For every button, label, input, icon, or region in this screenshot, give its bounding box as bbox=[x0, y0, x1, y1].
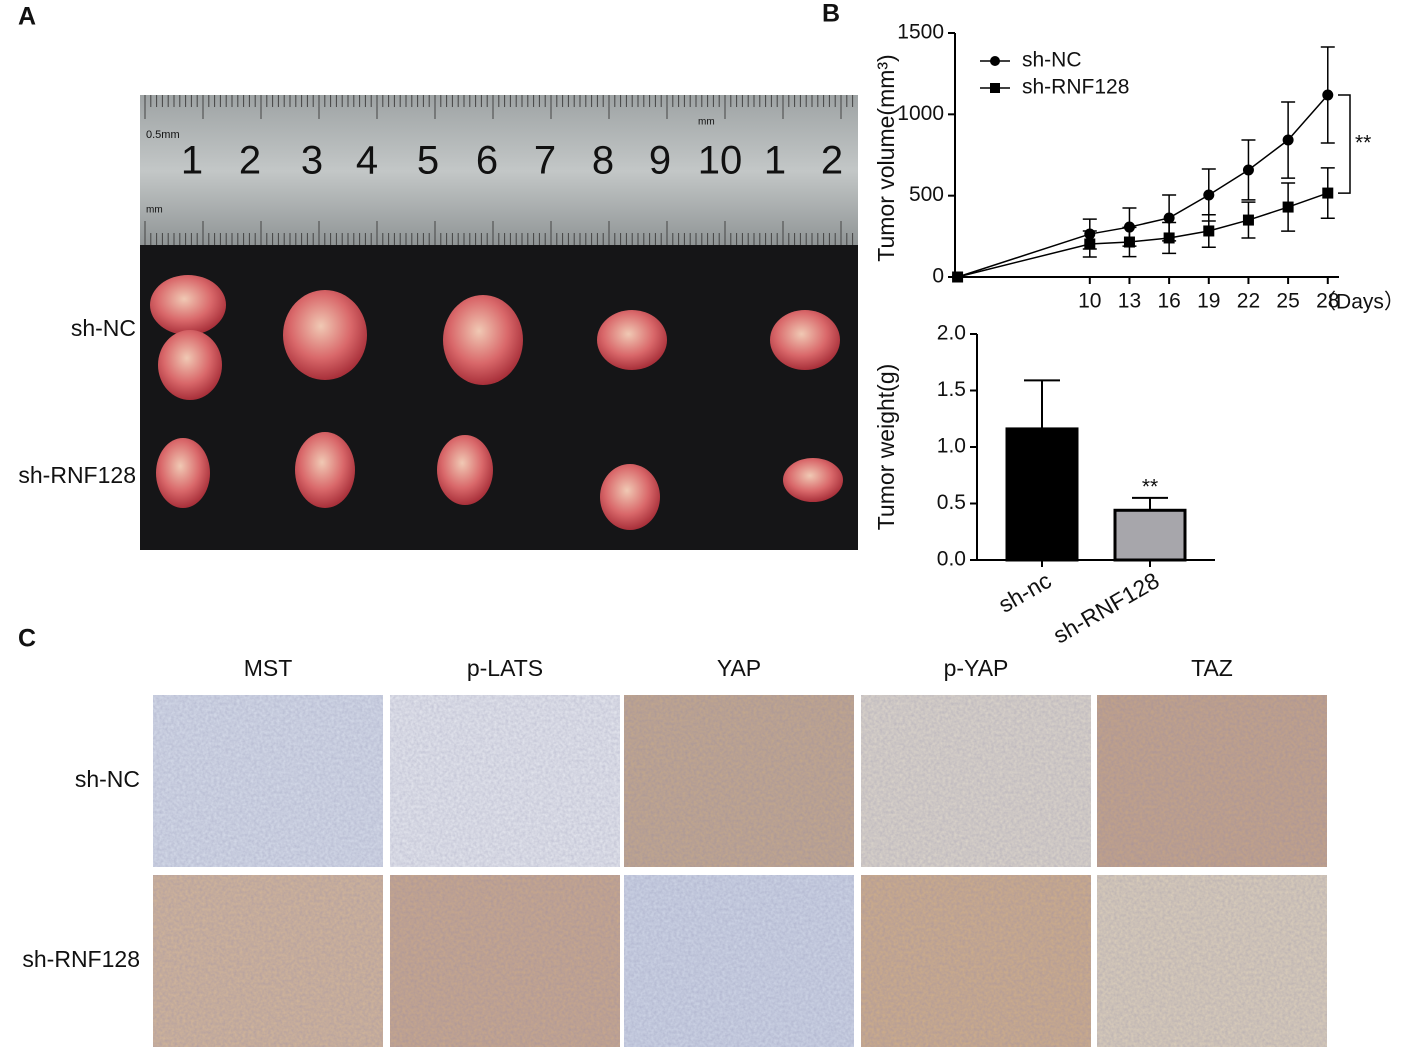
ihc-image bbox=[624, 695, 854, 867]
significance-bracket bbox=[1338, 94, 1351, 194]
y-tick-label: 1500 bbox=[897, 21, 944, 44]
row-label: sh-NC bbox=[75, 766, 140, 792]
y-tick-label: 0.0 bbox=[937, 548, 966, 571]
y-tick-label: 1.0 bbox=[937, 435, 966, 458]
ihc-image bbox=[153, 875, 383, 1047]
point bbox=[1203, 189, 1215, 201]
point bbox=[1282, 201, 1294, 213]
point bbox=[1242, 214, 1254, 226]
point bbox=[1163, 212, 1175, 224]
x-tick-label: 19 bbox=[1197, 290, 1220, 313]
bar bbox=[1113, 508, 1187, 562]
ruler-number: 7 bbox=[534, 139, 556, 183]
error-bar bbox=[1024, 379, 1060, 429]
ruler-number: 1 bbox=[764, 139, 786, 183]
ihc-image bbox=[1097, 875, 1327, 1047]
tumors bbox=[150, 275, 843, 530]
ruler-number: 3 bbox=[301, 139, 323, 183]
column-label: p-YAP bbox=[944, 655, 1009, 681]
ruler-number: 8 bbox=[592, 139, 614, 183]
ihc-image bbox=[861, 875, 1091, 1047]
ihc-image bbox=[861, 695, 1091, 867]
x-tick-label: 13 bbox=[1118, 290, 1141, 313]
x-axis-label: （Days） bbox=[1315, 291, 1405, 314]
column-label: YAP bbox=[717, 655, 761, 681]
x-tick-label: 10 bbox=[1078, 290, 1101, 313]
y-tick-label: 2.0 bbox=[937, 322, 966, 345]
row-label: sh-NC bbox=[71, 315, 136, 341]
error-bar bbox=[1132, 496, 1168, 511]
point bbox=[1084, 238, 1096, 250]
point bbox=[1322, 89, 1334, 101]
column-label: TAZ bbox=[1191, 655, 1233, 681]
y-tick-label: 0 bbox=[932, 265, 944, 288]
annotation: ** bbox=[1355, 132, 1371, 155]
x-tick-label: sh-nc bbox=[994, 567, 1056, 618]
x-tick-label: 16 bbox=[1157, 290, 1180, 313]
ruler-unit: 0.5mm bbox=[146, 129, 180, 141]
row-label: sh-RNF128 bbox=[18, 462, 136, 488]
y-axis-label: Tumor volume(mm³) bbox=[873, 54, 899, 261]
point bbox=[1203, 225, 1215, 237]
x-tick-label: 25 bbox=[1276, 290, 1299, 313]
legend-marker bbox=[990, 83, 1000, 93]
point bbox=[1242, 164, 1254, 176]
legend-marker bbox=[990, 56, 1000, 66]
ruler-number: 9 bbox=[649, 139, 671, 183]
ihc-image bbox=[1097, 695, 1327, 867]
ruler-number: 5 bbox=[417, 139, 439, 183]
ihc-image bbox=[390, 695, 620, 867]
row-label: sh-RNF128 bbox=[22, 946, 140, 972]
ihc-image bbox=[390, 875, 620, 1047]
ruler-unit: mm bbox=[698, 117, 715, 128]
x-tick-label: 28 bbox=[1316, 290, 1339, 313]
ihc-image bbox=[153, 695, 383, 867]
y-tick-label: 500 bbox=[909, 183, 944, 206]
series-line bbox=[957, 94, 1329, 278]
ruler-number: 4 bbox=[356, 139, 378, 183]
point bbox=[1322, 187, 1334, 199]
series-line bbox=[957, 192, 1329, 278]
ihc-image bbox=[624, 875, 854, 1047]
panel-label: B bbox=[822, 0, 840, 28]
column-label: MST bbox=[244, 655, 293, 681]
ruler-number: 2 bbox=[821, 139, 843, 183]
y-tick-label: 0.5 bbox=[937, 491, 966, 514]
panel-label: C bbox=[18, 625, 36, 653]
ruler-number: 6 bbox=[476, 139, 498, 183]
point bbox=[1163, 232, 1175, 244]
ruler-unit: mm bbox=[146, 205, 163, 216]
legend-label: sh-NC bbox=[1022, 49, 1082, 72]
y-tick-label: 1000 bbox=[897, 102, 944, 125]
ruler-number: 10 bbox=[698, 139, 743, 183]
x-tick-label: 22 bbox=[1237, 290, 1260, 313]
point bbox=[952, 271, 964, 283]
column-label: p-LATS bbox=[467, 655, 543, 681]
point bbox=[1123, 236, 1135, 248]
x-tick-label: sh-RNF128 bbox=[1049, 567, 1164, 648]
panel-label: A bbox=[18, 3, 36, 31]
ruler-number: 1 bbox=[181, 139, 203, 183]
photo-background bbox=[140, 245, 858, 550]
ruler-number: 2 bbox=[239, 139, 261, 183]
point bbox=[1282, 134, 1294, 146]
annotation: ** bbox=[1142, 475, 1158, 498]
y-axis-label: Tumor weight(g) bbox=[873, 364, 899, 531]
ruler bbox=[140, 95, 858, 247]
legend-label: sh-RNF128 bbox=[1022, 76, 1129, 99]
bar bbox=[1005, 427, 1079, 562]
y-tick-label: 1.5 bbox=[937, 378, 966, 401]
